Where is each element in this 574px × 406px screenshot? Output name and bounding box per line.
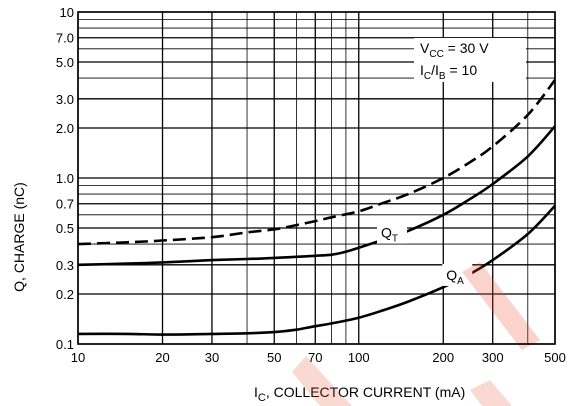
y-tick-label: 2.0 bbox=[56, 121, 74, 136]
x-tick-label: 200 bbox=[432, 350, 454, 365]
watermark-stripe-right bbox=[470, 380, 512, 406]
conditions-background bbox=[414, 38, 526, 82]
y-tick-label: 10 bbox=[60, 5, 74, 20]
y-tick-label: 0.3 bbox=[56, 258, 74, 273]
condition-vcc: VCC = 30 V bbox=[420, 40, 489, 60]
watermark-stripe-top bbox=[462, 262, 540, 350]
qa-label: QA bbox=[446, 267, 464, 287]
y-tick-label: 3.0 bbox=[56, 92, 74, 107]
conditions-legend: VCC = 30 V IC/IB = 10 bbox=[414, 38, 526, 82]
x-tick-label: 30 bbox=[205, 350, 219, 365]
y-tick-label: 0.2 bbox=[56, 287, 74, 302]
qt-curve bbox=[77, 125, 556, 267]
x-axis-title: IC, COLLECTOR CURRENT (mA) bbox=[254, 384, 465, 404]
y-tick-label: 7.0 bbox=[56, 31, 74, 46]
condition-ic-ib: IC/IB = 10 bbox=[420, 62, 477, 82]
y-axis-title: Q, CHARGE (nC) bbox=[11, 182, 27, 292]
x-tick-label: 70 bbox=[308, 350, 322, 365]
curve-labels: QT QA bbox=[376, 221, 473, 287]
y-tick-label: 1.0 bbox=[56, 171, 74, 186]
x-tick-label: 50 bbox=[267, 350, 281, 365]
y-tick-label: 0.1 bbox=[56, 337, 74, 352]
watermark bbox=[292, 262, 540, 406]
dashed-curve bbox=[77, 79, 557, 246]
x-tick-label: 300 bbox=[482, 350, 504, 365]
qt-label: QT bbox=[381, 225, 398, 245]
x-tick-label: 10 bbox=[71, 350, 85, 365]
series-group bbox=[77, 79, 557, 336]
y-tick-label: 0.7 bbox=[56, 197, 74, 212]
y-tick-label: 0.5 bbox=[56, 221, 74, 236]
x-tick-label: 100 bbox=[348, 350, 370, 365]
qa-curve bbox=[77, 204, 556, 336]
x-tick-label: 500 bbox=[544, 350, 566, 365]
plot-frame bbox=[77, 11, 556, 345]
y-tick-label: 5.0 bbox=[56, 55, 74, 70]
curve-label-background bbox=[376, 221, 407, 244]
y-tick-labels: 0.1 0.2 0.3 0.5 0.7 1.0 2.0 3.0 5.0 7.0 10 bbox=[56, 5, 74, 352]
x-tick-label: 20 bbox=[155, 350, 169, 365]
x-tick-labels: 10 20 30 50 70 100 200 300 500 bbox=[71, 350, 566, 365]
watermark-stripe-left bbox=[292, 356, 352, 406]
curve-label-background bbox=[442, 263, 473, 286]
